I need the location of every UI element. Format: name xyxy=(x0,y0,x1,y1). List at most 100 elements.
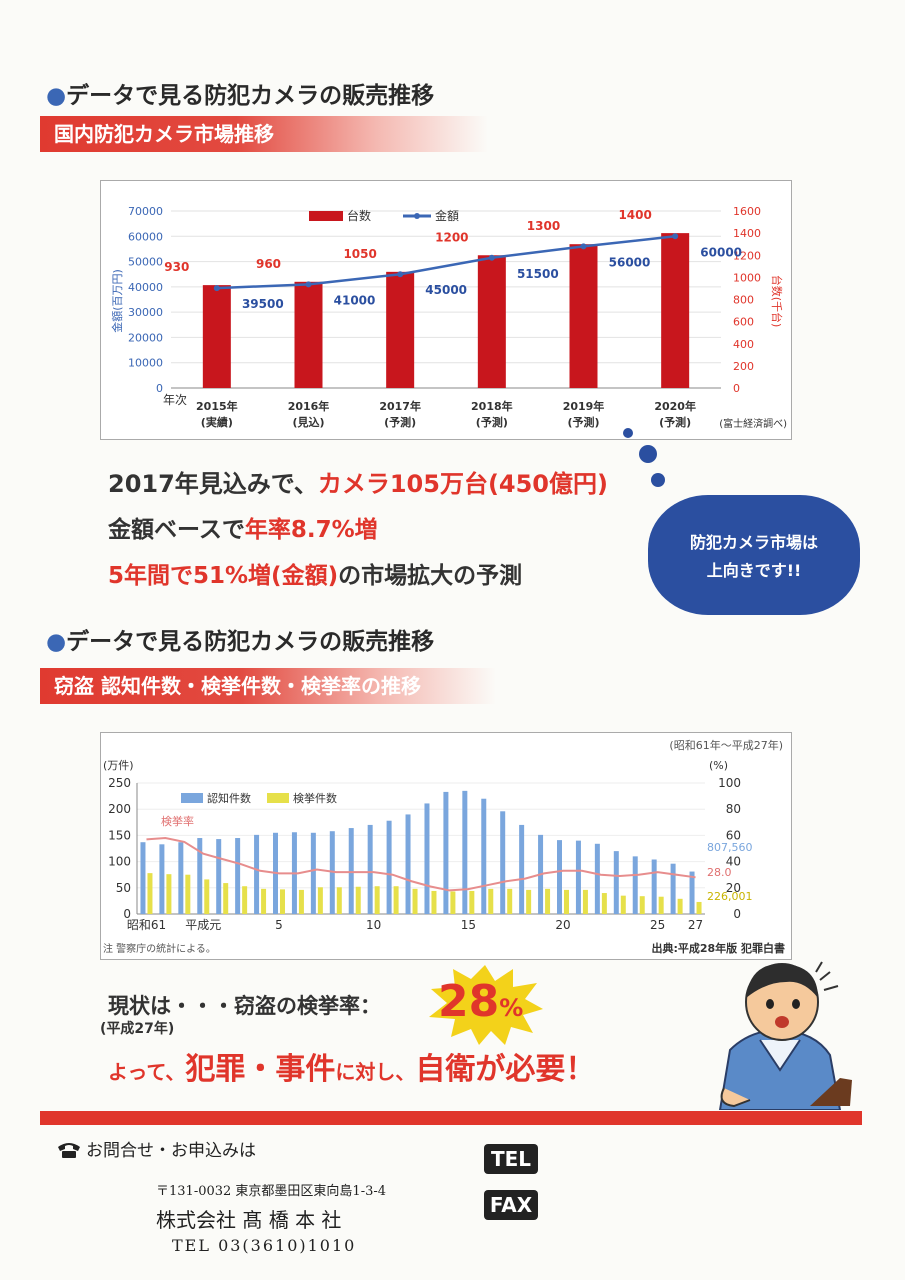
bar-cleared xyxy=(374,886,380,914)
legend-bar-label: 台数 xyxy=(347,208,371,223)
left-tick-label: 50 xyxy=(116,881,131,895)
line-value-label: 60000 xyxy=(700,245,742,259)
headline-2: 金額ベースで年率8.7%増 xyxy=(108,510,378,544)
theft-chart-svg: (昭和61年～平成27年)(万件) (%)25020015010050010080… xyxy=(103,738,785,955)
legend-swatch-cleared xyxy=(267,793,289,803)
category-label-year: 2015年 xyxy=(196,399,238,413)
bar-recognized xyxy=(557,840,562,914)
inquiry-text: お問合せ・お申込みは xyxy=(86,1141,256,1161)
theft-chart: (昭和61年～平成27年) (万件) (%) 250 200 150 100 50 0 100 80… xyxy=(100,732,792,960)
bar-cleared xyxy=(677,898,683,914)
worried-man-illustration xyxy=(718,961,852,1110)
bar-recognized xyxy=(575,840,581,914)
left-tick-label: 0 xyxy=(156,382,163,395)
bar-value-label: 1300 xyxy=(527,219,560,233)
legend-swatch-recognized xyxy=(181,793,203,803)
company-name: 株式会社 髙 橋 本 社 xyxy=(156,1208,342,1232)
bubble-line-2: 上向きです!! xyxy=(706,561,802,580)
bar-cleared xyxy=(601,893,607,914)
line-value-label: 41000 xyxy=(334,293,376,307)
bar-cleared xyxy=(298,889,304,914)
bar-recognized xyxy=(367,824,373,914)
bullet-icon: ● xyxy=(46,629,67,655)
bar-recognized xyxy=(689,871,695,914)
amount-line xyxy=(216,235,676,290)
legend-line-marker xyxy=(414,213,420,219)
chart-source: 出典:平成28年版 犯罪白書 xyxy=(651,941,785,955)
status-line-1: 現状は・・・窃盗の検挙率： xyxy=(108,994,381,1018)
right-tick-label: 1400 xyxy=(733,227,761,240)
right-tick-label: 400 xyxy=(733,338,754,351)
status-sub: (平成27年) xyxy=(100,1021,175,1037)
bar-value-label: 1200 xyxy=(435,230,468,244)
left-tick-label: 70000 xyxy=(128,205,163,218)
status-line-3: よって、犯罪・事件に対し、自衛が必要！ xyxy=(108,1044,595,1088)
line-point xyxy=(397,271,404,278)
headline-3: 5年間で51%増(金額)の市場拡大の予測 xyxy=(108,556,522,590)
bar-cleared xyxy=(507,888,513,914)
category-label-year: 2019年 xyxy=(563,399,605,413)
right-tick-label: 20 xyxy=(726,881,741,895)
x-tick-label: 27 xyxy=(688,918,703,932)
bar-cleared xyxy=(564,889,569,914)
category-label-note: (予測) xyxy=(659,415,691,429)
bar xyxy=(569,244,598,388)
left-tick-label: 200 xyxy=(108,802,131,816)
headline-2b: 年率8.7%増 xyxy=(244,517,378,543)
status-3d: 自衛が必要！ xyxy=(415,1052,596,1087)
chart-source: (富士経済調べ) xyxy=(719,417,787,430)
left-tick-label: 20000 xyxy=(128,331,163,344)
bar-value-label: 930 xyxy=(164,260,189,274)
bar-cleared xyxy=(450,891,456,914)
bar-value-label: 1050 xyxy=(343,247,376,261)
inquiry-line: お問合せ・お申込みは xyxy=(56,1136,256,1161)
bar-cleared xyxy=(223,883,229,914)
headline-1a: 2017年見込みで、 xyxy=(108,470,318,498)
bar-cleared xyxy=(526,889,532,914)
bar-value-label: 1400 xyxy=(618,208,651,222)
bar-cleared xyxy=(620,895,626,914)
bar-cleared xyxy=(393,886,399,914)
category-label-year: 2017年 xyxy=(379,399,421,413)
left-tick-label: 40000 xyxy=(128,281,163,294)
bar xyxy=(386,271,415,388)
section1-title: ●データで見る防犯カメラの販売推移 xyxy=(46,76,434,110)
section1-band: 国内防犯カメラ市場推移 xyxy=(40,116,600,152)
bar-cleared xyxy=(469,890,475,914)
bar-recognized xyxy=(159,844,165,914)
bar-cleared xyxy=(582,889,588,914)
x-tick-label: 20 xyxy=(555,918,570,932)
left-unit: (万件) xyxy=(103,759,134,772)
bar-recognized xyxy=(651,859,657,914)
bar-value-label: 960 xyxy=(256,257,281,271)
category-label-year: 2020年 xyxy=(654,399,696,413)
company-address: 〒131-0032 東京都墨田区東向島1-3-4 xyxy=(156,1184,387,1199)
right-tick-label: 1000 xyxy=(733,271,761,284)
fax-badge: FAX xyxy=(484,1190,538,1220)
category-label-year: 2016年 xyxy=(288,399,330,413)
right-tick-label: 60 xyxy=(726,828,741,842)
headline-3b: の市場拡大の予測 xyxy=(338,563,523,589)
bar-cleared xyxy=(280,889,285,914)
rate-percent: % xyxy=(499,994,524,1022)
bar-recognized xyxy=(235,838,241,914)
bar-recognized xyxy=(386,820,392,914)
left-axis-title: 金額(百万円) xyxy=(110,269,124,333)
headline-1: 2017年見込みで、カメラ105万台(450億円) xyxy=(108,464,608,499)
section1-title-text: データで見る防犯カメラの販売推移 xyxy=(66,83,435,109)
rate-line xyxy=(146,837,696,892)
right-tick-label: 600 xyxy=(733,316,754,329)
bar xyxy=(661,233,690,388)
right-axis-title: 台数(千台) xyxy=(770,275,784,328)
x-tick-label: 10 xyxy=(366,918,381,932)
right-tick-label: 0 xyxy=(733,907,741,921)
bar-recognized xyxy=(670,863,676,914)
right-tick-label: 0 xyxy=(733,382,740,395)
rate-starburst xyxy=(429,965,543,1045)
thought-bubble-dots xyxy=(623,428,665,487)
left-tick-label: 10000 xyxy=(128,357,163,370)
left-tick-label: 0 xyxy=(123,907,131,921)
right-tick-label: 1200 xyxy=(733,249,761,262)
rate-line-label: 検挙率 xyxy=(161,814,194,828)
chart-note: 注 警察庁の統計による。 xyxy=(103,942,216,955)
